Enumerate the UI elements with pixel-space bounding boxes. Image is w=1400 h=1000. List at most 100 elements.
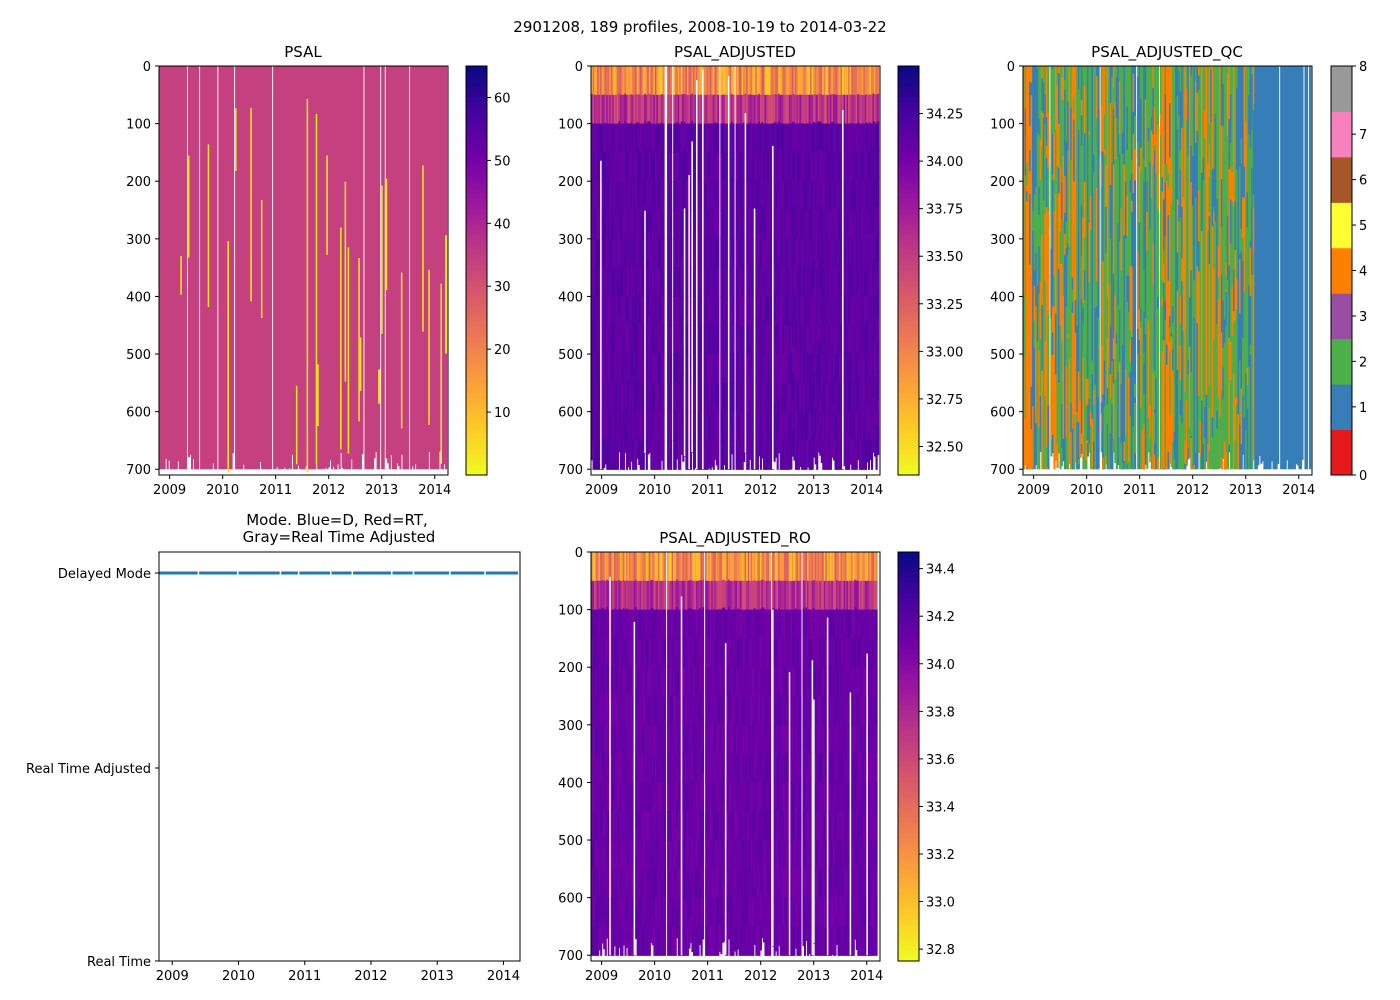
heatmap-cell bbox=[603, 266, 606, 296]
heatmap-cell bbox=[835, 66, 839, 96]
heatmap-cell bbox=[1197, 396, 1201, 454]
heatmap-cell bbox=[778, 121, 781, 150]
heatmap-cell bbox=[782, 354, 785, 384]
heatmap-cell bbox=[670, 580, 673, 611]
heatmap-cell bbox=[753, 94, 756, 125]
heatmap-cell bbox=[280, 66, 283, 470]
heatmap-cell bbox=[372, 66, 375, 470]
heatmap-cell bbox=[606, 717, 609, 746]
heatmap-cell bbox=[1159, 66, 1163, 470]
heatmap-cell bbox=[645, 552, 648, 582]
heatmap-cell bbox=[641, 354, 644, 384]
heatmap-cell bbox=[662, 609, 665, 640]
heatmap-cell bbox=[1121, 418, 1125, 470]
heatmap-cell bbox=[598, 694, 601, 724]
heatmap-cell bbox=[685, 440, 688, 470]
heatmap-cell bbox=[251, 66, 254, 470]
heatmap-cell bbox=[1026, 467, 1029, 470]
heatmap-cell bbox=[616, 325, 619, 355]
heatmap-cell bbox=[711, 123, 714, 153]
heatmap-cell bbox=[660, 291, 664, 320]
heatmap-cell bbox=[630, 235, 633, 265]
heatmap-cell bbox=[656, 325, 659, 355]
heatmap-cell bbox=[670, 926, 673, 956]
heatmap-cell bbox=[654, 152, 658, 182]
heatmap-cell bbox=[1112, 66, 1115, 453]
heatmap-cell bbox=[755, 238, 758, 269]
heatmap-cell bbox=[612, 152, 615, 182]
colorbar-gradient bbox=[898, 382, 919, 389]
heatmap-cell bbox=[794, 152, 797, 182]
heatmap-cell bbox=[762, 123, 766, 154]
heatmap-cell bbox=[604, 293, 607, 323]
colorbar-gradient bbox=[466, 362, 487, 369]
heatmap-cell bbox=[828, 354, 831, 384]
heatmap-cell bbox=[601, 411, 604, 442]
heatmap-cell bbox=[1105, 165, 1108, 213]
heatmap-cell bbox=[635, 883, 638, 912]
heatmap-cell bbox=[689, 354, 693, 384]
heatmap-cell bbox=[1029, 66, 1032, 470]
heatmap-cell bbox=[778, 425, 781, 454]
heatmap-cell bbox=[688, 580, 691, 610]
heatmap-cell bbox=[636, 122, 639, 151]
heatmap-cell bbox=[677, 94, 680, 125]
colorbar-gradient bbox=[466, 91, 487, 98]
heatmap-cell bbox=[629, 382, 632, 413]
heatmap-cell bbox=[653, 811, 656, 841]
heatmap-cell bbox=[607, 123, 610, 154]
heatmap-cell bbox=[804, 94, 807, 125]
heatmap-cell bbox=[750, 440, 753, 470]
heatmap-cell bbox=[694, 352, 697, 383]
heatmap-cell bbox=[683, 868, 686, 899]
heatmap-cell bbox=[256, 66, 259, 470]
heatmap-cell bbox=[864, 238, 867, 269]
heatmap-cell bbox=[677, 609, 680, 640]
heatmap-cell bbox=[618, 313, 621, 343]
heatmap-cell bbox=[657, 411, 661, 442]
heatmap-cell bbox=[846, 152, 849, 182]
colorbar-gradient bbox=[898, 239, 919, 246]
heatmap-cell bbox=[627, 811, 630, 841]
heatmap-cell bbox=[741, 382, 744, 413]
heatmap-cell bbox=[861, 440, 864, 470]
y-tick-label: 100 bbox=[126, 118, 151, 133]
colorbar-gradient bbox=[466, 239, 487, 246]
heatmap-cell bbox=[697, 667, 700, 697]
heatmap-cell bbox=[756, 94, 759, 125]
heatmap-cell bbox=[621, 897, 624, 928]
heatmap-cell bbox=[600, 897, 603, 928]
heatmap-cell bbox=[657, 210, 661, 240]
heatmap-cell bbox=[1162, 199, 1166, 251]
heatmap-cell bbox=[624, 93, 627, 122]
heatmap-cell bbox=[606, 267, 609, 298]
heatmap-cell bbox=[808, 440, 811, 470]
heatmap-cell bbox=[724, 94, 728, 125]
heatmap-cell bbox=[1053, 275, 1056, 306]
heatmap-cell bbox=[799, 94, 802, 124]
heatmap-cell bbox=[1144, 212, 1147, 242]
heatmap-cell bbox=[624, 66, 627, 95]
heatmap-cell bbox=[779, 325, 782, 355]
heatmap-cell bbox=[622, 580, 626, 609]
heatmap-cell bbox=[642, 411, 645, 442]
heatmap-cell bbox=[752, 440, 755, 470]
heatmap-cell bbox=[1082, 216, 1085, 288]
heatmap-cell bbox=[717, 181, 720, 211]
heatmap-cell bbox=[831, 177, 834, 207]
heatmap-cell bbox=[688, 863, 691, 893]
heatmap-cell bbox=[616, 296, 619, 326]
heatmap-cell bbox=[624, 231, 627, 260]
heatmap-cell bbox=[659, 696, 662, 726]
heatmap-cell bbox=[708, 94, 711, 125]
colorbar-gradient bbox=[898, 362, 919, 369]
heatmap-cell bbox=[740, 440, 743, 470]
heatmap-cell bbox=[1118, 115, 1121, 165]
heatmap-cell bbox=[676, 178, 679, 207]
heatmap-cell bbox=[657, 354, 661, 384]
heatmap-cell bbox=[823, 210, 826, 240]
heatmap-cell bbox=[330, 66, 334, 470]
heatmap-cell bbox=[320, 66, 323, 470]
heatmap-cell bbox=[636, 402, 639, 431]
heatmap-cell bbox=[662, 325, 665, 355]
